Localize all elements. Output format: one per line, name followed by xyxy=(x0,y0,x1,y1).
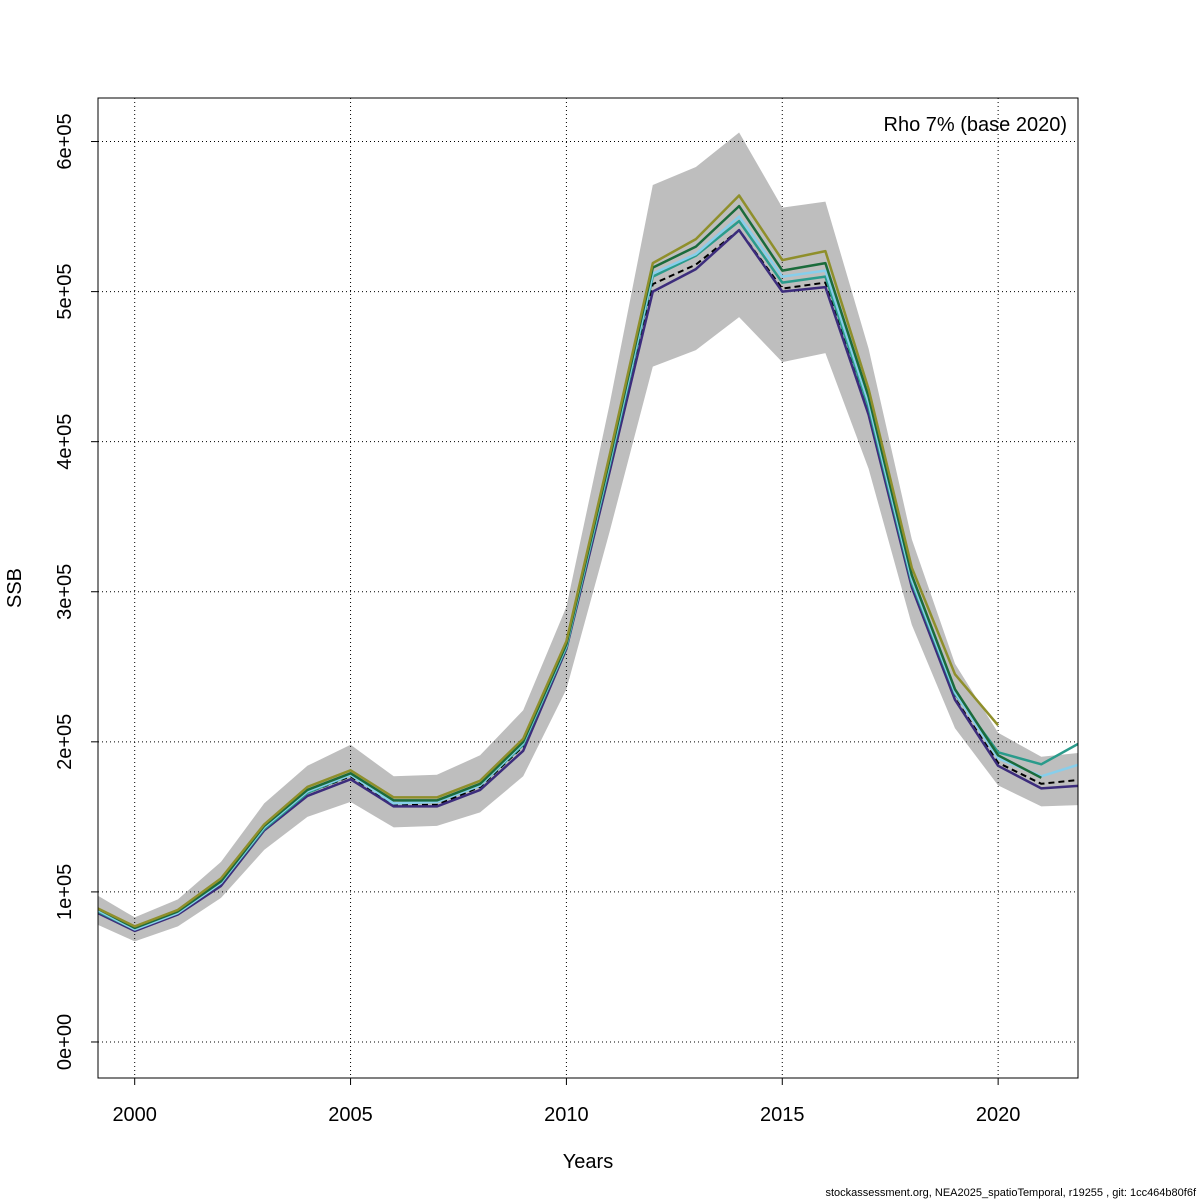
x-tick-label: 2000 xyxy=(112,1104,157,1126)
series-layer xyxy=(98,194,1078,933)
confidence-band xyxy=(98,132,1078,942)
confidence-band-layer xyxy=(98,132,1078,942)
y-axis-ticks: 0e+00 1e+05 2e+05 3e+05 4e+05 5e+05 6e+05 xyxy=(54,113,98,1070)
footer-credit: stockassessment.org, NEA2025_spatioTempo… xyxy=(825,1187,1196,1199)
x-tick-label: 2015 xyxy=(760,1104,805,1126)
plot-frame xyxy=(97,97,1079,1079)
x-tick-label: 2020 xyxy=(976,1104,1021,1126)
rho-annotation: Rho 7% (base 2020) xyxy=(884,114,1067,136)
y-tick-label: 1e+05 xyxy=(54,864,76,920)
y-tick-label: 6e+05 xyxy=(54,113,76,169)
series-line-5 xyxy=(98,194,1000,928)
y-tick-label: 4e+05 xyxy=(54,414,76,470)
grid-layer xyxy=(98,98,1078,1078)
y-tick-label: 2e+05 xyxy=(54,714,76,770)
x-axis-ticks: 2000 2005 2010 2015 2020 xyxy=(112,1078,1020,1126)
x-axis-title: Years xyxy=(563,1151,613,1173)
x-tick-label: 2010 xyxy=(544,1104,589,1126)
y-tick-label: 5e+05 xyxy=(54,264,76,320)
y-axis-title: SSB xyxy=(4,568,26,608)
y-tick-label: 0e+00 xyxy=(54,1014,76,1070)
y-tick-label: 3e+05 xyxy=(54,564,76,620)
x-tick-label: 2005 xyxy=(328,1104,373,1126)
